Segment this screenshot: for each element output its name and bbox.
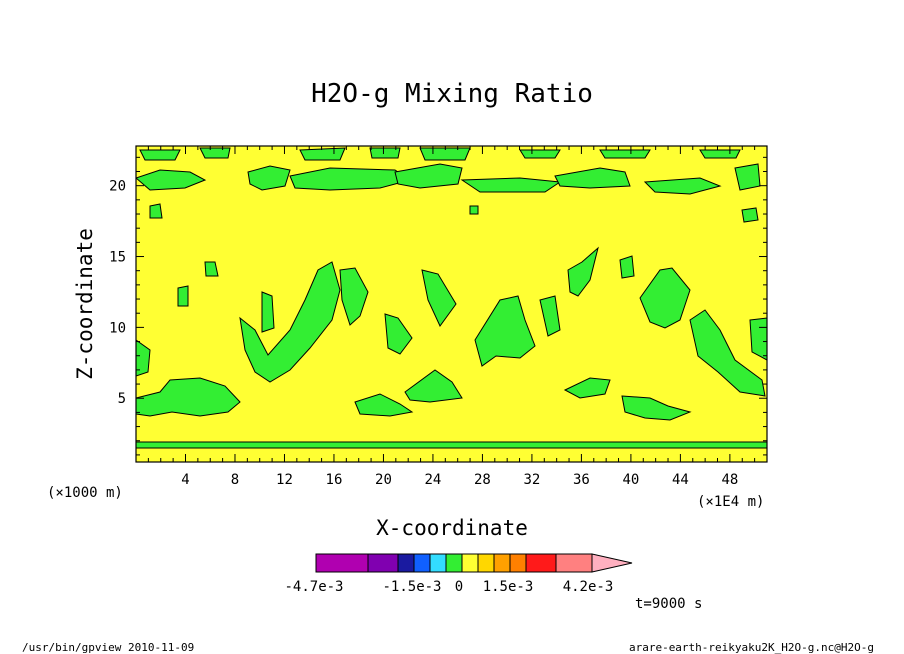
- colorbar-swatch: [413, 553, 431, 573]
- x-tick-label: 48: [721, 472, 738, 488]
- x-tick-label: 36: [573, 472, 590, 488]
- colorbar-label: -4.7e-3: [284, 579, 343, 595]
- contour-low-right2: [621, 395, 692, 421]
- colorbar-swatch: [509, 553, 527, 573]
- chart-title: H2O-g Mixing Ratio: [311, 79, 593, 109]
- colorbar-swatch: [477, 553, 495, 573]
- x-tick-label: 40: [622, 472, 639, 488]
- colorbar: [315, 553, 633, 573]
- x-tick-label: 8: [231, 472, 239, 488]
- x-tick-label: 32: [523, 472, 540, 488]
- colorbar-swatch: [367, 553, 399, 573]
- x-tick-label: 20: [375, 472, 392, 488]
- x-tick-label: 44: [672, 472, 689, 488]
- y-tick-label: 5: [118, 391, 126, 407]
- colorbar-swatch: [493, 553, 511, 573]
- x-unit-right: (×1E4 m): [697, 494, 764, 510]
- contour-low-left: [136, 377, 241, 417]
- plot-frame: [135, 145, 768, 463]
- colorbar-swatch: [525, 553, 557, 573]
- x-tick-label: 4: [181, 472, 189, 488]
- colorbar-swatch: [461, 553, 479, 573]
- y-tick-label: 10: [109, 320, 126, 336]
- y-tick-label: 20: [109, 179, 126, 195]
- x-unit-left: (×1000 m): [47, 485, 123, 501]
- contour-low-mid1: [354, 393, 414, 417]
- x-axis-title: X-coordinate: [376, 516, 528, 540]
- colorbar-label: 0: [455, 579, 463, 595]
- file-label: arare-earth-reikyaku2K_H2O-g.nc@H2O-g: [629, 641, 874, 654]
- contour-low-right1: [563, 377, 611, 399]
- contour-upper-band: [136, 169, 207, 191]
- y-tick-label: 15: [109, 250, 126, 266]
- colorbar-swatch: [445, 553, 463, 573]
- colorbar-swatch: [315, 553, 369, 573]
- colorbar-swatch: [555, 553, 593, 573]
- x-tick-label: 24: [425, 472, 442, 488]
- colorbar-label: 4.2e-3: [563, 579, 614, 595]
- x-axis: 4 8 12 16 20 24 28 32 36 40 44 48: [147, 146, 756, 488]
- program-label: /usr/bin/gpview 2010-11-09: [22, 641, 194, 654]
- colorbar-swatch: [397, 553, 415, 573]
- x-tick-label: 16: [326, 472, 343, 488]
- colorbar-arrow: [591, 553, 633, 573]
- colorbar-labels: -4.7e-3 -1.5e-3 0 1.5e-3 4.2e-3: [284, 579, 613, 595]
- contour-low-mid2: [404, 369, 463, 403]
- x-tick-label: 12: [276, 472, 293, 488]
- colorbar-label: 1.5e-3: [483, 579, 534, 595]
- colorbar-label: -1.5e-3: [382, 579, 441, 595]
- time-label: t=9000 s: [635, 596, 702, 612]
- x-tick-label: 28: [474, 472, 491, 488]
- contour-band-surface: [136, 441, 767, 449]
- y-axis-title: Z-coordinate: [73, 228, 97, 380]
- y-axis: 5 10 15 20: [109, 156, 767, 456]
- colorbar-swatch: [429, 553, 447, 573]
- contour-regions: [136, 147, 767, 449]
